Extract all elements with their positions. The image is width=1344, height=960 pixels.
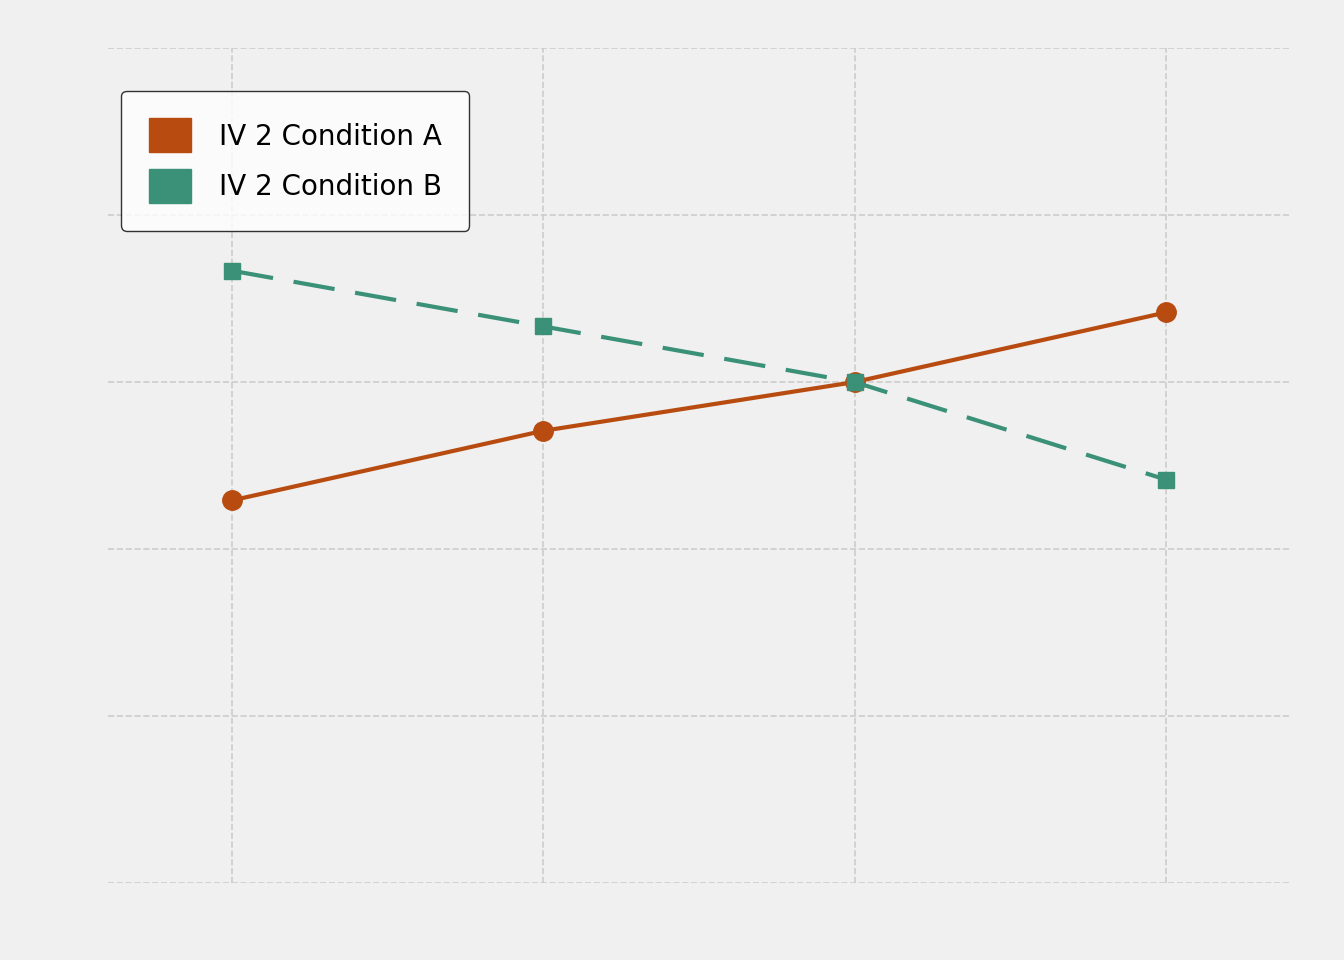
- Legend: IV 2 Condition A, IV 2 Condition B: IV 2 Condition A, IV 2 Condition B: [121, 90, 469, 230]
